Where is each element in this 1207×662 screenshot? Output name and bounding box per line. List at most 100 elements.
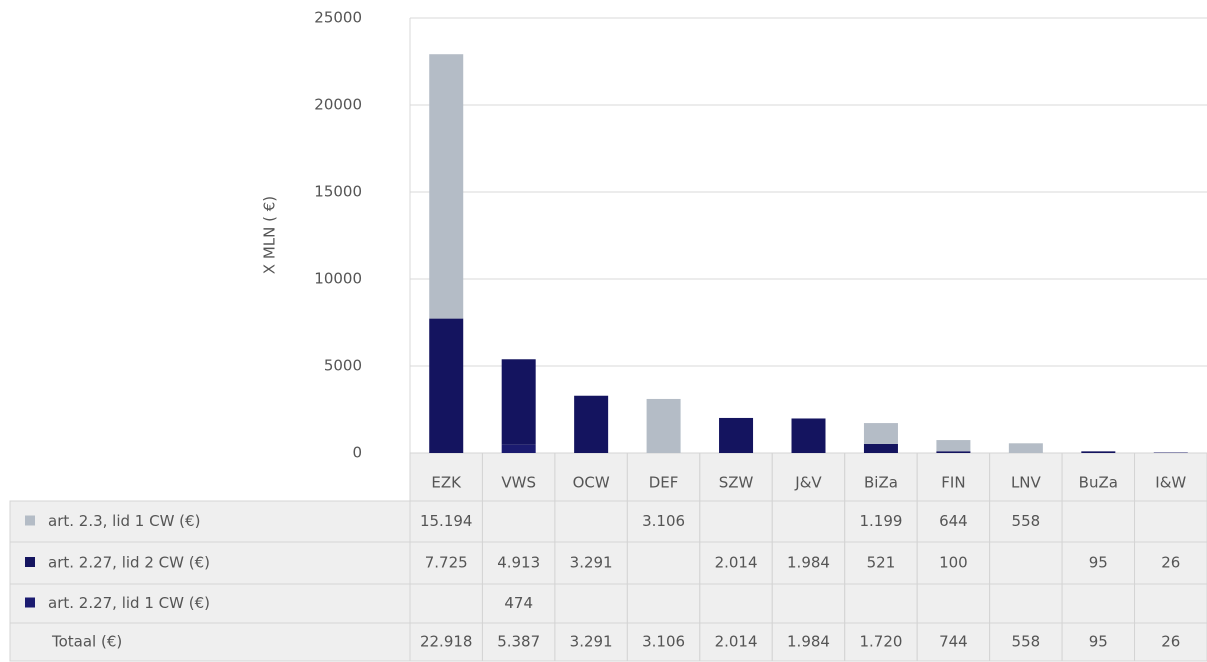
- table-cell: [9, 583, 411, 624]
- table-value: 95: [1089, 554, 1108, 572]
- legend-marker: [25, 515, 35, 526]
- x-tick-label: DEF: [649, 474, 679, 492]
- table-value: 474: [504, 594, 533, 612]
- bar: [429, 54, 464, 319]
- table-cell: [699, 583, 773, 624]
- bar: [1008, 443, 1043, 453]
- table-cell: [1134, 500, 1207, 543]
- table-cell: [481, 452, 556, 502]
- table-cell: [554, 500, 628, 543]
- table-cell: [844, 583, 918, 624]
- table-cell: [1134, 452, 1207, 502]
- table-cell: [626, 541, 701, 585]
- table-value: 3.291: [570, 554, 613, 572]
- table-cell: [554, 452, 628, 502]
- table-cell: [771, 452, 846, 502]
- table-value: 95: [1089, 633, 1108, 651]
- x-tick-label: VWS: [501, 474, 536, 492]
- table-cell: [626, 583, 701, 624]
- bar: [646, 398, 681, 453]
- table-cell: [1061, 500, 1136, 543]
- table-value: 1.199: [859, 512, 902, 530]
- table-cell: [409, 583, 483, 624]
- table-value: 558: [1012, 633, 1041, 651]
- table-cell: [409, 500, 483, 543]
- y-axis-label: X MLN ( €): [261, 196, 279, 274]
- y-tick-label: 25000: [314, 9, 362, 27]
- table-cell: [916, 500, 991, 543]
- table-cell: [771, 583, 846, 624]
- bar: [501, 444, 536, 453]
- table-cell: [699, 622, 773, 662]
- x-tick-label: J&V: [794, 474, 822, 492]
- table-value: 3.106: [642, 633, 685, 651]
- table-cell: [409, 541, 483, 585]
- x-tick-label: EZK: [431, 474, 462, 492]
- y-tick-label: 5000: [324, 357, 362, 375]
- table-cell: [916, 583, 991, 624]
- table-cell: [481, 500, 556, 543]
- table-cell: [626, 622, 701, 662]
- x-tick-label: FIN: [941, 474, 965, 492]
- y-tick-label: 15000: [314, 183, 362, 201]
- x-tick-label: BuZa: [1079, 474, 1118, 492]
- legend-label: art. 2.27, lid 2 CW (€): [48, 554, 210, 572]
- table-value: 1.984: [787, 633, 830, 651]
- table-value: 3.291: [570, 633, 613, 651]
- table-cell: [771, 500, 846, 543]
- legend-label: art. 2.3, lid 1 CW (€): [48, 512, 200, 530]
- table-cell: [844, 622, 918, 662]
- table-cell: [771, 541, 846, 585]
- y-tick-label: 20000: [314, 96, 362, 114]
- table-value: 100: [939, 554, 968, 572]
- table-value: 5.387: [497, 633, 540, 651]
- bar: [574, 395, 609, 453]
- legend-label: Totaal (€): [51, 633, 122, 651]
- table-cell: [771, 622, 846, 662]
- bar: [719, 417, 754, 453]
- x-tick-label: OCW: [573, 474, 610, 492]
- table-cell: [9, 500, 411, 543]
- x-tick-label: I&W: [1155, 474, 1186, 492]
- table-cell: [554, 583, 628, 624]
- table-cell: [989, 622, 1063, 662]
- table-cell: [9, 622, 411, 662]
- table-value: 744: [939, 633, 968, 651]
- bar: [936, 451, 971, 453]
- bar: [863, 443, 898, 453]
- table-value: 22.918: [420, 633, 473, 651]
- x-tick-label: LNV: [1011, 474, 1042, 492]
- table-value: 15.194: [420, 512, 473, 530]
- bar: [791, 418, 826, 453]
- legend-label: art. 2.27, lid 1 CW (€): [48, 594, 210, 612]
- table-cell: [481, 622, 556, 662]
- table-cell: [699, 500, 773, 543]
- table-cell: [1061, 622, 1136, 662]
- bar: [429, 318, 464, 453]
- x-tick-label: SZW: [719, 474, 754, 492]
- y-tick-label: 0: [352, 444, 362, 462]
- table-cell: [989, 541, 1063, 585]
- table-value: 644: [939, 512, 968, 530]
- bar: [936, 440, 971, 452]
- bar: [501, 359, 536, 445]
- table-value: 558: [1012, 512, 1041, 530]
- legend-marker: [25, 597, 35, 608]
- table-value: 3.106: [642, 512, 685, 530]
- x-tick-label: BiZa: [864, 474, 898, 492]
- bar: [863, 423, 898, 444]
- table-cell: [554, 622, 628, 662]
- table-value: 2.014: [715, 554, 758, 572]
- table-cell: [554, 541, 628, 585]
- table-cell: [626, 500, 701, 543]
- table-value: 26: [1161, 554, 1180, 572]
- table-value: 7.725: [425, 554, 468, 572]
- table-cell: [699, 452, 773, 502]
- table-cell: [626, 452, 701, 502]
- table-cell: [1134, 583, 1207, 624]
- table-cell: [1061, 583, 1136, 624]
- y-tick-label: 10000: [314, 270, 362, 288]
- table-cell: [989, 583, 1063, 624]
- table-value: 4.913: [497, 554, 540, 572]
